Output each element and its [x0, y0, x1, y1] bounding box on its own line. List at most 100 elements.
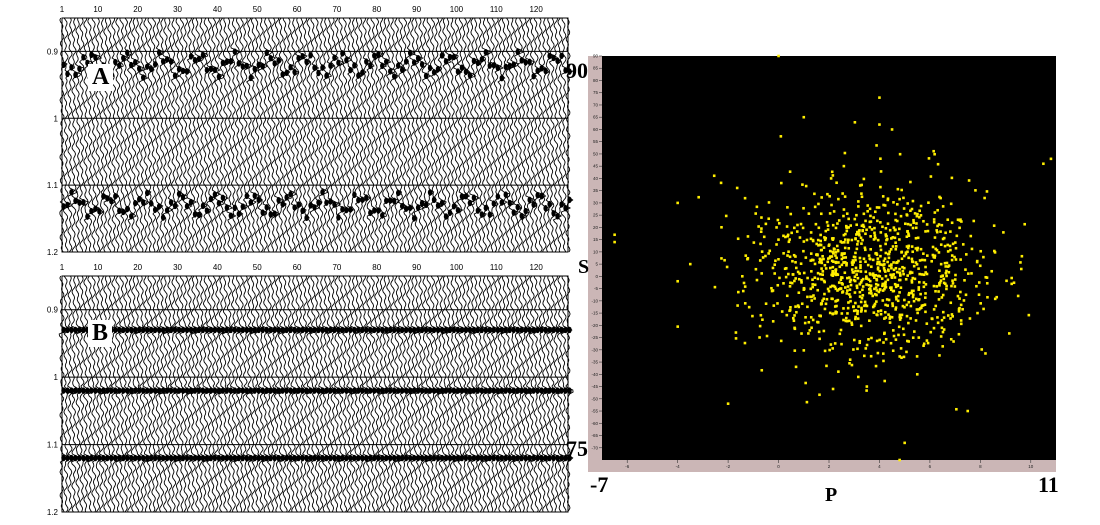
event-peak: [236, 210, 242, 218]
scatter-point: [844, 224, 848, 228]
scatter-point: [1005, 279, 1008, 283]
scatter-point: [862, 257, 866, 261]
scatter-point: [949, 317, 952, 320]
scatter-point: [825, 220, 829, 224]
event-peak: [224, 454, 230, 462]
x-tick-label: 4: [878, 464, 881, 469]
scatter-point: [874, 282, 878, 286]
event-peak: [160, 454, 166, 462]
event-peak: [77, 387, 82, 394]
scatter-point: [993, 251, 997, 254]
scatter-point: [926, 254, 929, 257]
scatter-point: [917, 288, 921, 291]
scatter-point: [845, 263, 848, 267]
scatter-point: [828, 266, 832, 270]
event-peak: [288, 454, 293, 462]
event-peak: [93, 205, 98, 212]
scatter-point: [860, 183, 863, 187]
event-peak: [491, 200, 496, 207]
seismic-trace: [433, 17, 444, 253]
event-peak: [411, 387, 417, 394]
event-peak: [372, 207, 377, 214]
event-peak: [563, 204, 568, 212]
event-peak: [93, 387, 98, 394]
seismic-trace: [525, 17, 537, 253]
scatter-point: [885, 238, 888, 242]
scatter-point: [886, 304, 889, 307]
scatter-point: [797, 291, 801, 295]
scatter-point: [901, 304, 905, 308]
seismic-trace: [70, 275, 82, 513]
scatter-point: [845, 212, 849, 215]
seismic-trace: [126, 275, 138, 513]
event-peak: [220, 454, 226, 462]
scatter-point: [823, 263, 827, 267]
scatter-point: [782, 234, 785, 238]
scatter-point: [818, 243, 822, 247]
event-peak: [133, 326, 138, 334]
scatter-point: [873, 234, 877, 237]
event-peak: [97, 454, 102, 462]
event-peak: [276, 57, 281, 64]
event-peak: [340, 326, 345, 334]
scatter-point: [840, 257, 844, 261]
scatter-point: [892, 334, 896, 338]
scatter-point: [888, 315, 892, 319]
event-peak: [340, 454, 345, 462]
event-peak: [399, 202, 405, 210]
scatter-point: [935, 230, 939, 234]
scatter-point: [865, 389, 868, 392]
scatter-point: [868, 291, 871, 295]
event-peak: [109, 387, 114, 394]
scatter-point: [819, 314, 822, 318]
event-peak: [555, 387, 560, 394]
event-peak: [296, 326, 301, 334]
scatter-point: [879, 157, 882, 161]
seismic-trace: [230, 17, 242, 253]
scatter-point: [876, 238, 880, 242]
seismic-trace: [250, 17, 262, 253]
seismic-trace: [285, 275, 296, 513]
scatter-point: [938, 354, 941, 357]
event-peak: [300, 207, 305, 215]
seismic-trace: [98, 275, 111, 513]
scatter-point: [930, 317, 934, 320]
event-peak: [129, 387, 134, 394]
scatter-point: [849, 278, 852, 282]
scatter-point: [852, 348, 855, 351]
scatter-point: [819, 239, 823, 243]
event-peak: [89, 51, 94, 59]
event-peak: [220, 387, 226, 394]
event-peak: [487, 326, 493, 334]
y-tick-label: -25: [591, 335, 598, 340]
event-peak: [475, 207, 481, 214]
scatter-point: [779, 181, 783, 185]
event-peak: [300, 326, 305, 334]
scatter-point: [957, 332, 961, 336]
scatter-point: [831, 269, 834, 273]
scatter-point: [801, 183, 804, 186]
scatter-point: [836, 222, 839, 225]
y-tick-label: 1.1: [47, 181, 59, 190]
scatter-point: [932, 218, 936, 221]
scatter-point: [850, 363, 854, 367]
scatter-point: [850, 261, 854, 264]
event-peak: [152, 206, 158, 213]
seismic-trace: [175, 17, 184, 253]
scatter-point: [814, 222, 818, 226]
event-peak: [376, 454, 381, 462]
scatter-point: [867, 338, 870, 341]
scatter-point: [849, 224, 853, 227]
scatter-point: [835, 244, 839, 248]
scatter-point: [898, 197, 901, 201]
scatter-point: [834, 268, 837, 272]
event-peak: [152, 61, 158, 68]
seismic-trace: [82, 275, 95, 513]
scatter-point: [831, 271, 834, 275]
event-peak: [300, 387, 305, 394]
event-peak: [220, 59, 226, 67]
event-peak: [344, 326, 349, 334]
event-peak: [559, 52, 564, 60]
event-peak: [244, 192, 249, 200]
scatter-point: [747, 305, 751, 309]
